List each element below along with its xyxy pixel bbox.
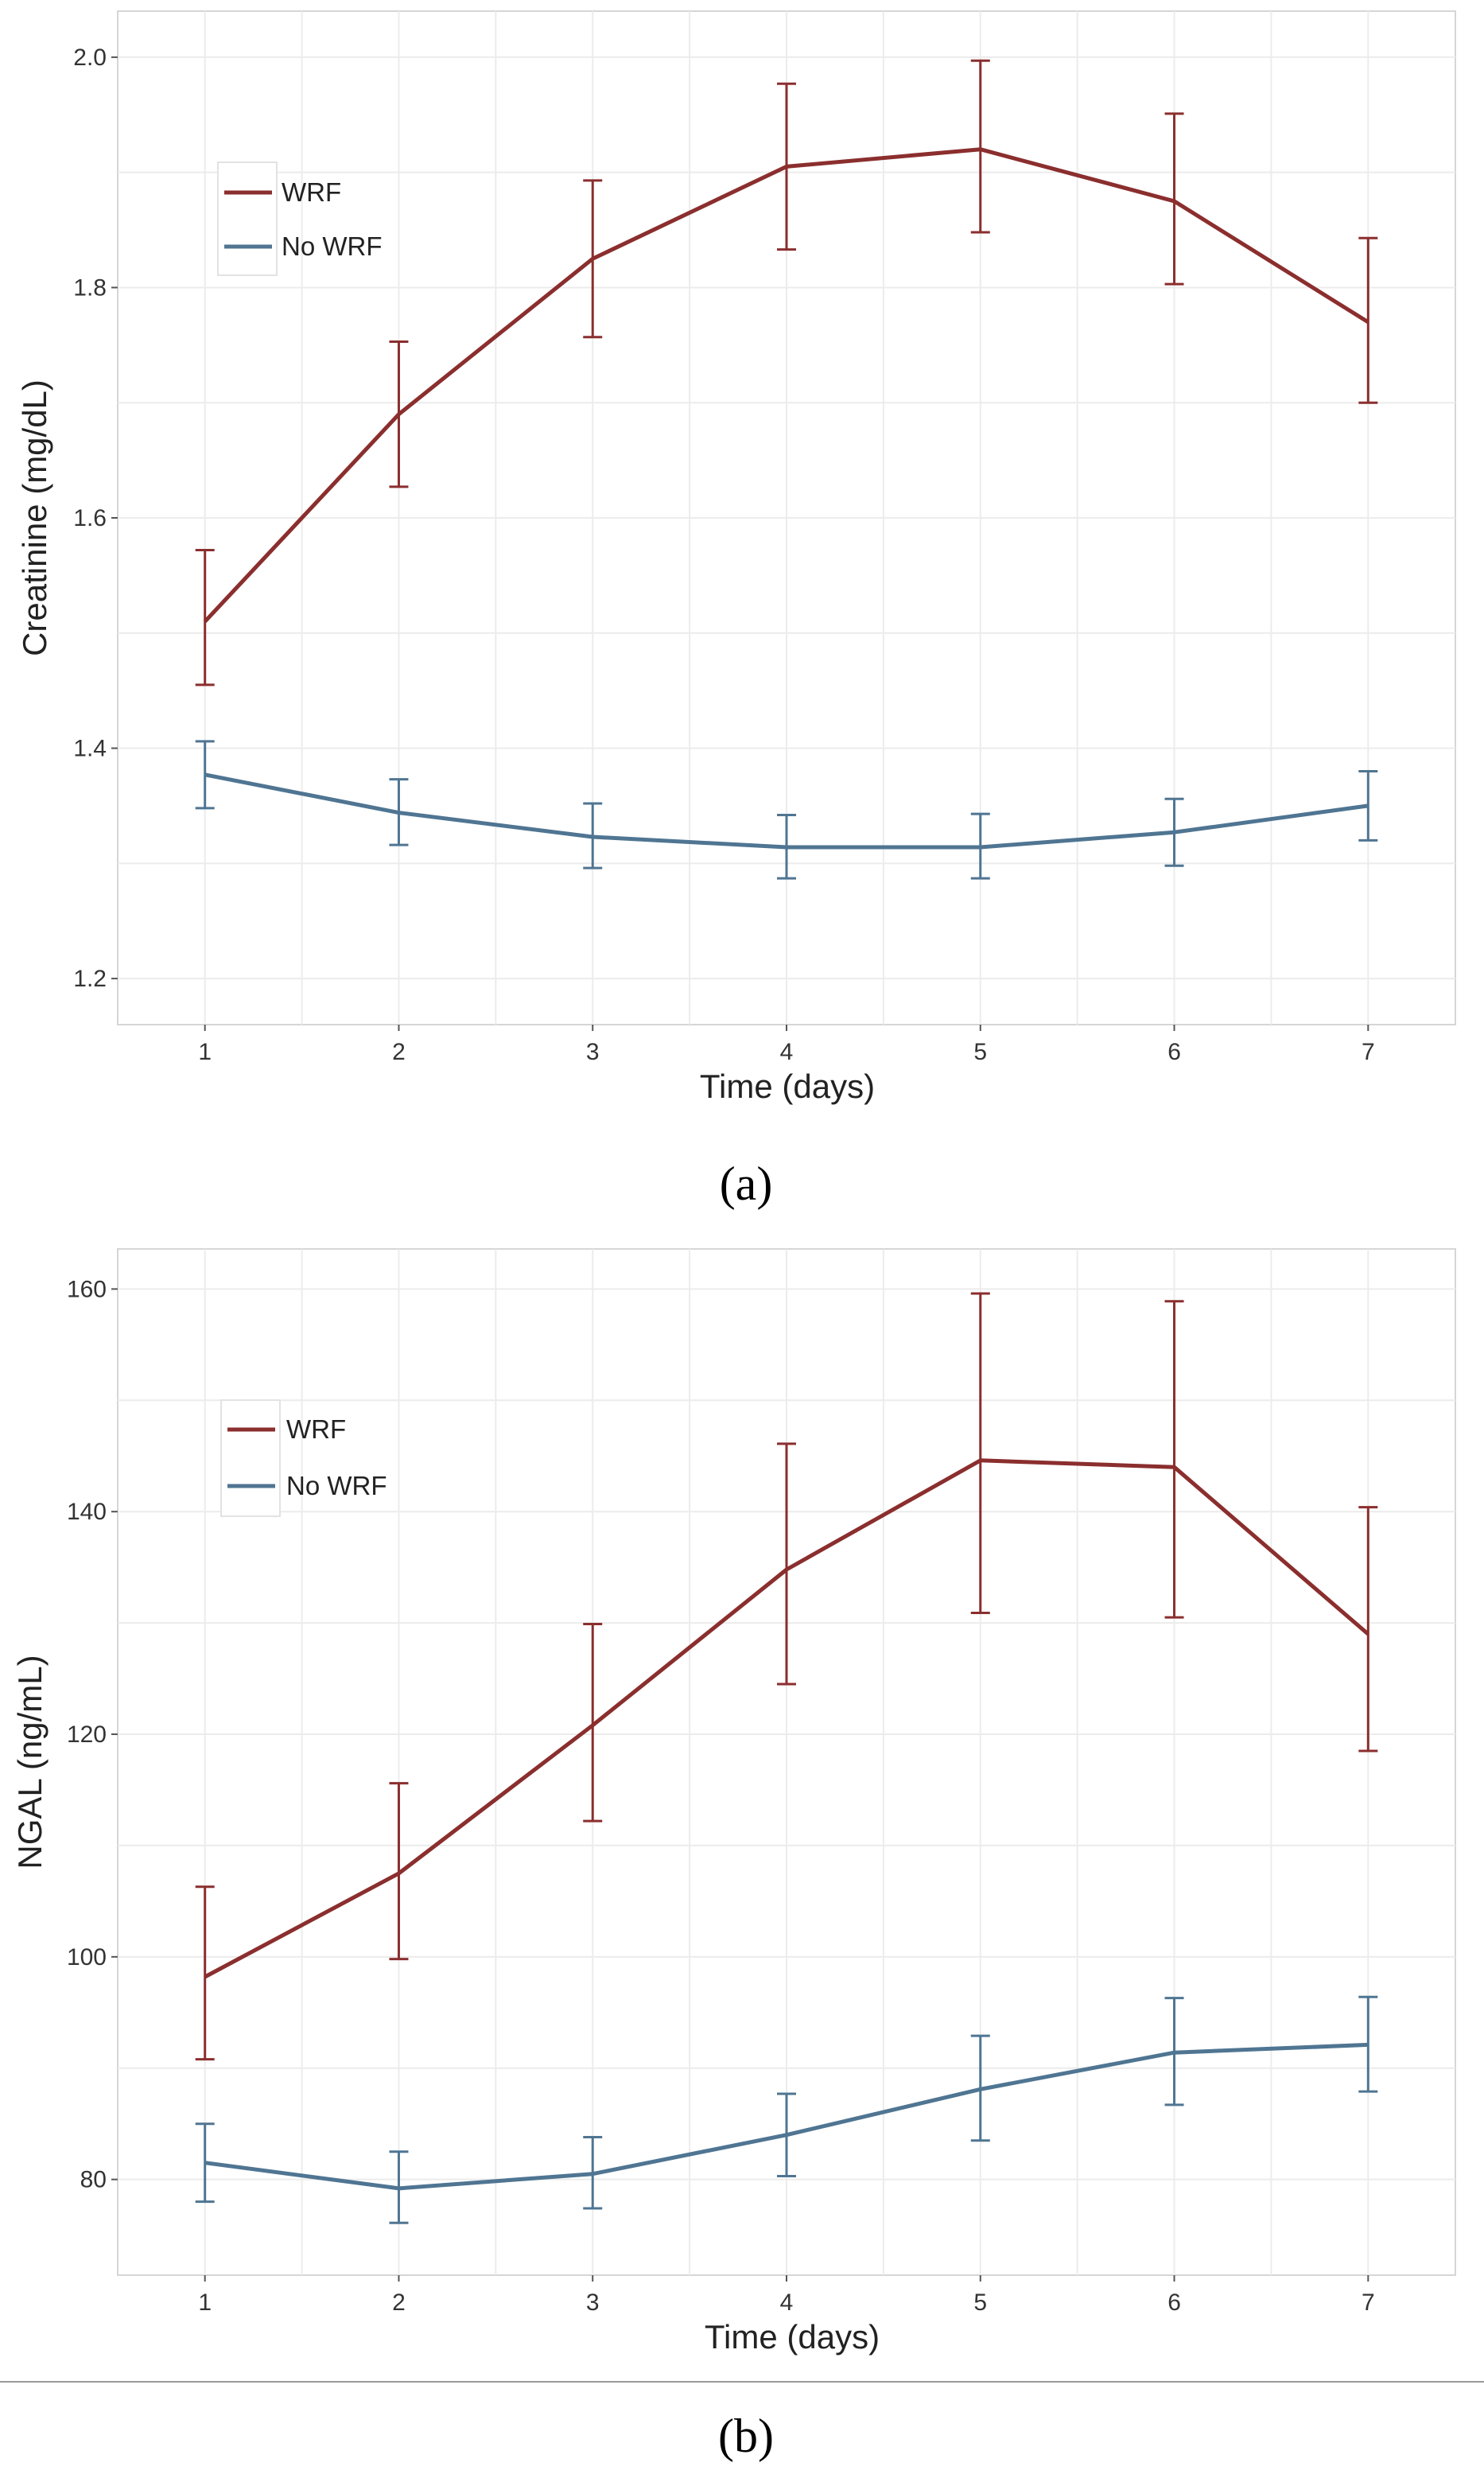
x-tick-label: 6 [1167, 1039, 1181, 1065]
legend-label-no-wrf: No WRF [282, 231, 383, 261]
x-tick-label: 4 [780, 1039, 794, 1065]
x-tick-labels: 1 2 3 4 5 6 7 [198, 1025, 1375, 1065]
legend-box [220, 1399, 281, 1517]
y-axis-title: NGAL (ng/mL) [11, 1655, 49, 1869]
series-no-wrf [195, 740, 1378, 880]
y-tick-label: 1.6 [73, 505, 107, 531]
series-line [204, 2042, 1369, 2191]
y-tick-labels: 1.2 1.4 1.6 1.8 2.0 [73, 45, 118, 992]
series-wrf [195, 1292, 1378, 2061]
legend: WRF No WRF [217, 161, 383, 276]
x-tick-label: 2 [392, 2289, 406, 2316]
legend-label-no-wrf: No WRF [286, 1471, 387, 1500]
y-tick-label: 2.0 [73, 45, 107, 71]
x-axis-title: Time (days) [700, 1068, 875, 1105]
x-tick-label: 3 [586, 1039, 600, 1065]
series-line [203, 147, 1369, 624]
x-tick-label: 3 [586, 2289, 600, 2316]
y-tick-label: 100 [67, 1944, 107, 1970]
x-axis-title: Time (days) [705, 2318, 880, 2356]
y-tick-label: 1.8 [73, 274, 107, 301]
series-layer [195, 1292, 1378, 2224]
x-tick-labels: 1 2 3 4 5 6 7 [198, 2275, 1375, 2316]
x-tick-label: 7 [1362, 1039, 1375, 1065]
series-line [204, 1458, 1369, 1979]
x-tick-label: 6 [1167, 2289, 1181, 2316]
legend-label-wrf: WRF [286, 1414, 346, 1444]
y-tick-labels: 80 100 120 140 160 [67, 1276, 118, 2193]
x-tick-label: 1 [198, 1039, 212, 1065]
y-tick-label: 80 [80, 2167, 107, 2193]
y-tick-label: 140 [67, 1499, 107, 1525]
x-tick-label: 5 [973, 1039, 987, 1065]
x-tick-label: 4 [780, 2289, 794, 2316]
x-tick-label: 2 [392, 1039, 406, 1065]
y-axis-title: Creatinine (mg/dL) [16, 379, 53, 656]
chart-ngal: 80 100 120 140 160 1 2 3 4 5 6 7 WRF No WRF NGAL (… [11, 1248, 1456, 2462]
series-layer [195, 59, 1378, 880]
chart-creatinine: 1.2 1.4 1.6 1.8 2.0 1 2 3 4 5 6 7 WRF No WRF Creat… [16, 10, 1456, 1210]
legend: WRF No WRF [220, 1399, 387, 1517]
x-tick-label: 5 [973, 2289, 987, 2316]
legend-label-wrf: WRF [282, 177, 341, 207]
y-tick-label: 1.4 [73, 736, 107, 762]
y-tick-label: 1.2 [73, 966, 107, 992]
panel-label-b: (b) [718, 2410, 774, 2462]
panel-label-a: (a) [720, 1157, 773, 1210]
series-no-wrf [195, 1995, 1378, 2224]
y-tick-label: 160 [67, 1276, 107, 1302]
series-wrf [195, 59, 1378, 687]
x-tick-label: 7 [1362, 2289, 1375, 2316]
series-line [204, 772, 1369, 850]
y-tick-label: 120 [67, 1721, 107, 1748]
legend-box [217, 161, 278, 276]
x-tick-label: 1 [198, 2289, 212, 2316]
